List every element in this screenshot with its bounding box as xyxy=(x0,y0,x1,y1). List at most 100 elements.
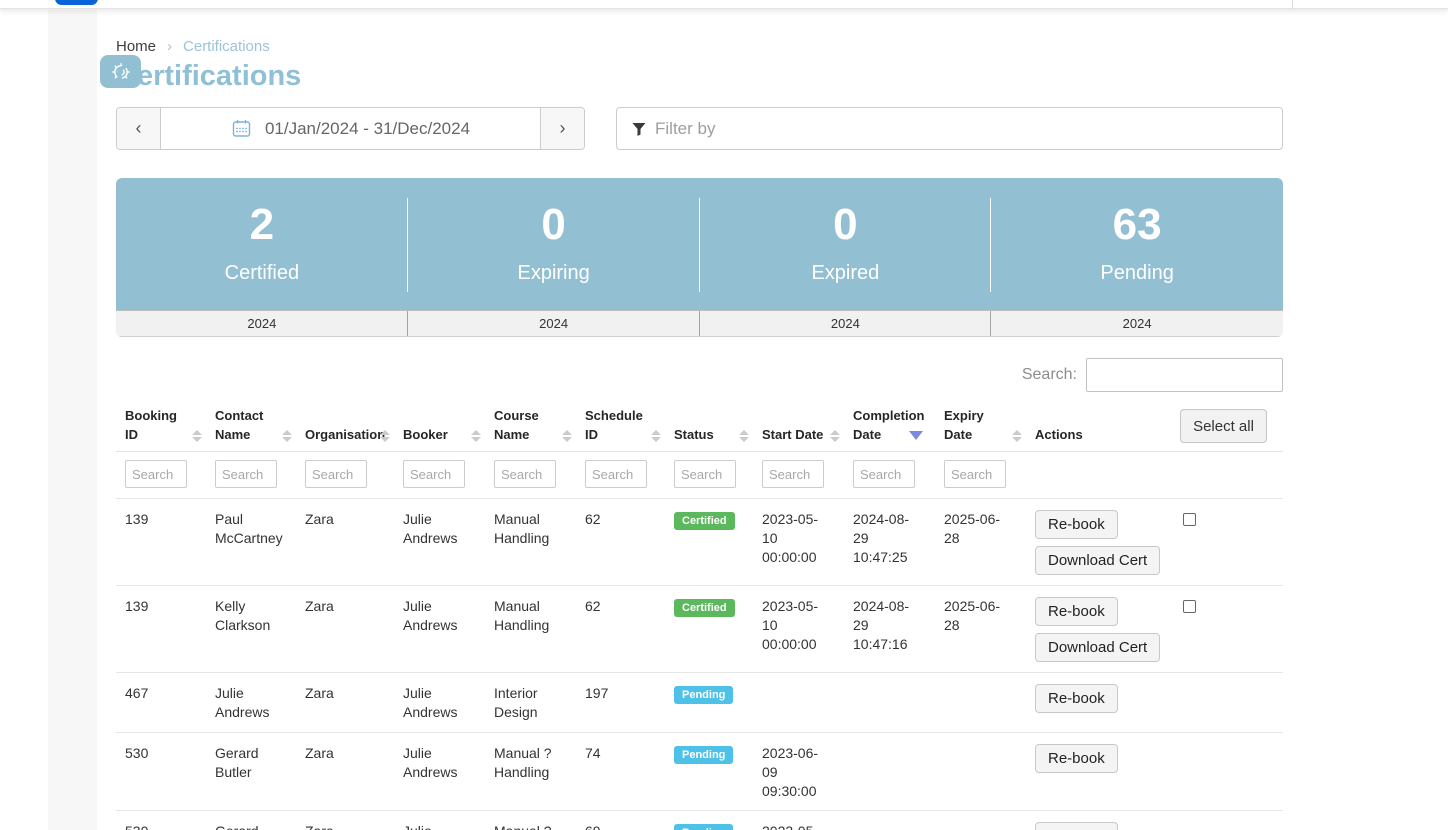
row-select-checkbox[interactable] xyxy=(1183,600,1196,613)
cell-contact-name: Gerard Butler xyxy=(215,744,259,780)
cell-contact-name: Paul McCartney xyxy=(215,511,283,546)
breadcrumb-home-link[interactable]: Home xyxy=(116,38,157,55)
column-search-cell xyxy=(844,460,935,488)
column-search-input[interactable] xyxy=(944,460,1006,488)
table-row: 530 Gerard Butler Zara Julie Andrews Manual … xyxy=(116,733,1283,812)
re-book-button[interactable]: Re-book xyxy=(1035,743,1118,773)
sort-down-icon xyxy=(282,437,292,442)
select-all-button[interactable]: Select all xyxy=(1180,409,1267,443)
cell-booking-id: 530 xyxy=(125,744,149,761)
date-next-button[interactable]: › xyxy=(540,108,584,149)
stat-value: 2 xyxy=(249,200,275,249)
cell-expiry-date xyxy=(935,684,1026,722)
re-book-button[interactable]: Re-book xyxy=(1035,510,1118,539)
filter-input-wrap xyxy=(616,107,1283,150)
column-search-input[interactable] xyxy=(674,460,736,488)
column-search-input[interactable] xyxy=(494,460,556,488)
row-select-checkbox[interactable] xyxy=(1183,513,1196,526)
status-badge: Pending xyxy=(674,824,734,830)
re-book-button[interactable]: Re-book xyxy=(1035,684,1118,713)
status-badge: Pending xyxy=(674,686,734,704)
column-search-cell xyxy=(485,460,576,488)
sort-arrows-icon xyxy=(471,430,481,442)
cell-organisation: Zara xyxy=(305,744,334,761)
cell-organisation: Zara xyxy=(296,822,394,830)
table-row: 467 Julie Andrews Zara Julie Andrews Interio… xyxy=(116,673,1283,733)
filter-input[interactable] xyxy=(655,118,1268,139)
column-header-start-date[interactable]: Start Date xyxy=(753,402,844,451)
cell-start-date: 2023-05-19 09:00:00 xyxy=(753,822,844,830)
stat-card-certified[interactable]: 2 Certified xyxy=(116,178,408,310)
column-header-label: Status xyxy=(674,427,714,443)
re-book-button[interactable]: Re-book xyxy=(1035,822,1118,830)
stat-year: 2024 xyxy=(116,311,408,336)
breadcrumb-current: Certifications xyxy=(183,38,270,55)
sort-down-icon xyxy=(651,437,661,442)
column-search-input[interactable] xyxy=(125,460,187,488)
column-header-organisation[interactable]: Organisation xyxy=(296,402,394,451)
date-prev-button[interactable]: ‹ xyxy=(117,108,161,149)
column-header-course-name[interactable]: Course Name xyxy=(485,402,576,451)
stat-card-expiring[interactable]: 0 Expiring xyxy=(408,178,700,310)
column-header-expiry-date[interactable]: Expiry Date xyxy=(935,402,1026,451)
main-content: Home › Certifications Certifications ‹ xyxy=(116,10,1283,830)
sort-up-icon xyxy=(471,430,481,435)
cell-start-date: 2023-05-10 00:00:00 xyxy=(762,598,819,652)
sort-arrows-icon xyxy=(830,430,840,442)
date-range-display[interactable]: 01/Jan/2024 - 31/Dec/2024 xyxy=(161,108,540,149)
cell-start-date: 2023-05-10 00:00:00 xyxy=(762,511,819,565)
search-label: Search: xyxy=(1021,366,1077,383)
re-book-button[interactable]: Re-book xyxy=(1035,597,1118,626)
sort-up-icon xyxy=(282,430,292,435)
column-search-cell xyxy=(296,460,394,488)
sort-up-icon xyxy=(830,430,840,435)
cell-booking-id: 530 xyxy=(116,822,206,830)
calendar-icon xyxy=(231,118,252,139)
cell-booker: Julie Andrews xyxy=(403,511,458,546)
date-range-text: 01/Jan/2024 - 31/Dec/2024 xyxy=(264,118,471,138)
table-header-row: Booking ID Contact Name Organisation Booker… xyxy=(116,402,1283,452)
download-cert-button[interactable]: Download Cert xyxy=(1035,633,1161,662)
column-search-input[interactable] xyxy=(403,460,465,488)
sort-arrows-icon xyxy=(739,430,749,442)
column-header-label: Organisation xyxy=(305,427,386,443)
download-cert-button[interactable]: Download Cert xyxy=(1035,546,1161,575)
breadcrumb: Home › Certifications xyxy=(116,38,1283,55)
cell-actions: Re-book xyxy=(1026,743,1171,801)
column-search-cell xyxy=(935,460,1026,488)
stat-card-expired[interactable]: 0 Expired xyxy=(700,178,992,310)
sort-up-icon xyxy=(192,430,202,435)
column-header-schedule-id[interactable]: Schedule ID xyxy=(576,402,665,451)
topbar-logo-button[interactable] xyxy=(55,0,98,5)
cell-completion-date xyxy=(844,684,935,722)
stat-year: 2024 xyxy=(700,311,992,336)
global-search: Search: xyxy=(116,358,1283,392)
column-header-status[interactable]: Status xyxy=(665,402,753,451)
stat-label: Pending xyxy=(1100,262,1174,284)
stat-label: Expired xyxy=(811,262,880,284)
stat-card-pending[interactable]: 63 Pending xyxy=(991,178,1283,310)
column-search-input[interactable] xyxy=(215,460,277,488)
cell-course-name: Manual Handling xyxy=(494,598,550,633)
cell-course-name: Interior Design xyxy=(494,685,538,720)
cell-schedule-id: 62 xyxy=(585,598,601,614)
column-header-contact-name[interactable]: Contact Name xyxy=(206,402,296,451)
column-search-input[interactable] xyxy=(762,460,824,488)
settings-button[interactable] xyxy=(100,55,141,88)
cell-status: Certified xyxy=(665,597,753,662)
cell-booker: Julie Andrews xyxy=(403,744,458,780)
column-search-input[interactable] xyxy=(853,460,915,488)
sort-up-icon xyxy=(380,430,390,435)
column-header-booking-id[interactable]: Booking ID xyxy=(116,402,206,451)
sort-up-icon xyxy=(562,430,572,435)
cell-course-name: Manual Handling xyxy=(494,511,550,546)
column-header-booker[interactable]: Booker xyxy=(394,402,485,451)
global-search-input[interactable] xyxy=(1086,358,1283,392)
column-search-input[interactable] xyxy=(305,460,367,488)
cell-start-date: 2023-06-09 09:30:00 xyxy=(762,744,819,799)
stat-year: 2024 xyxy=(408,311,700,336)
column-search-input[interactable] xyxy=(585,460,647,488)
column-header-select: Select all xyxy=(1171,402,1283,451)
column-header-completion-date[interactable]: Completion Date xyxy=(844,402,935,451)
sort-down-icon xyxy=(192,437,202,442)
